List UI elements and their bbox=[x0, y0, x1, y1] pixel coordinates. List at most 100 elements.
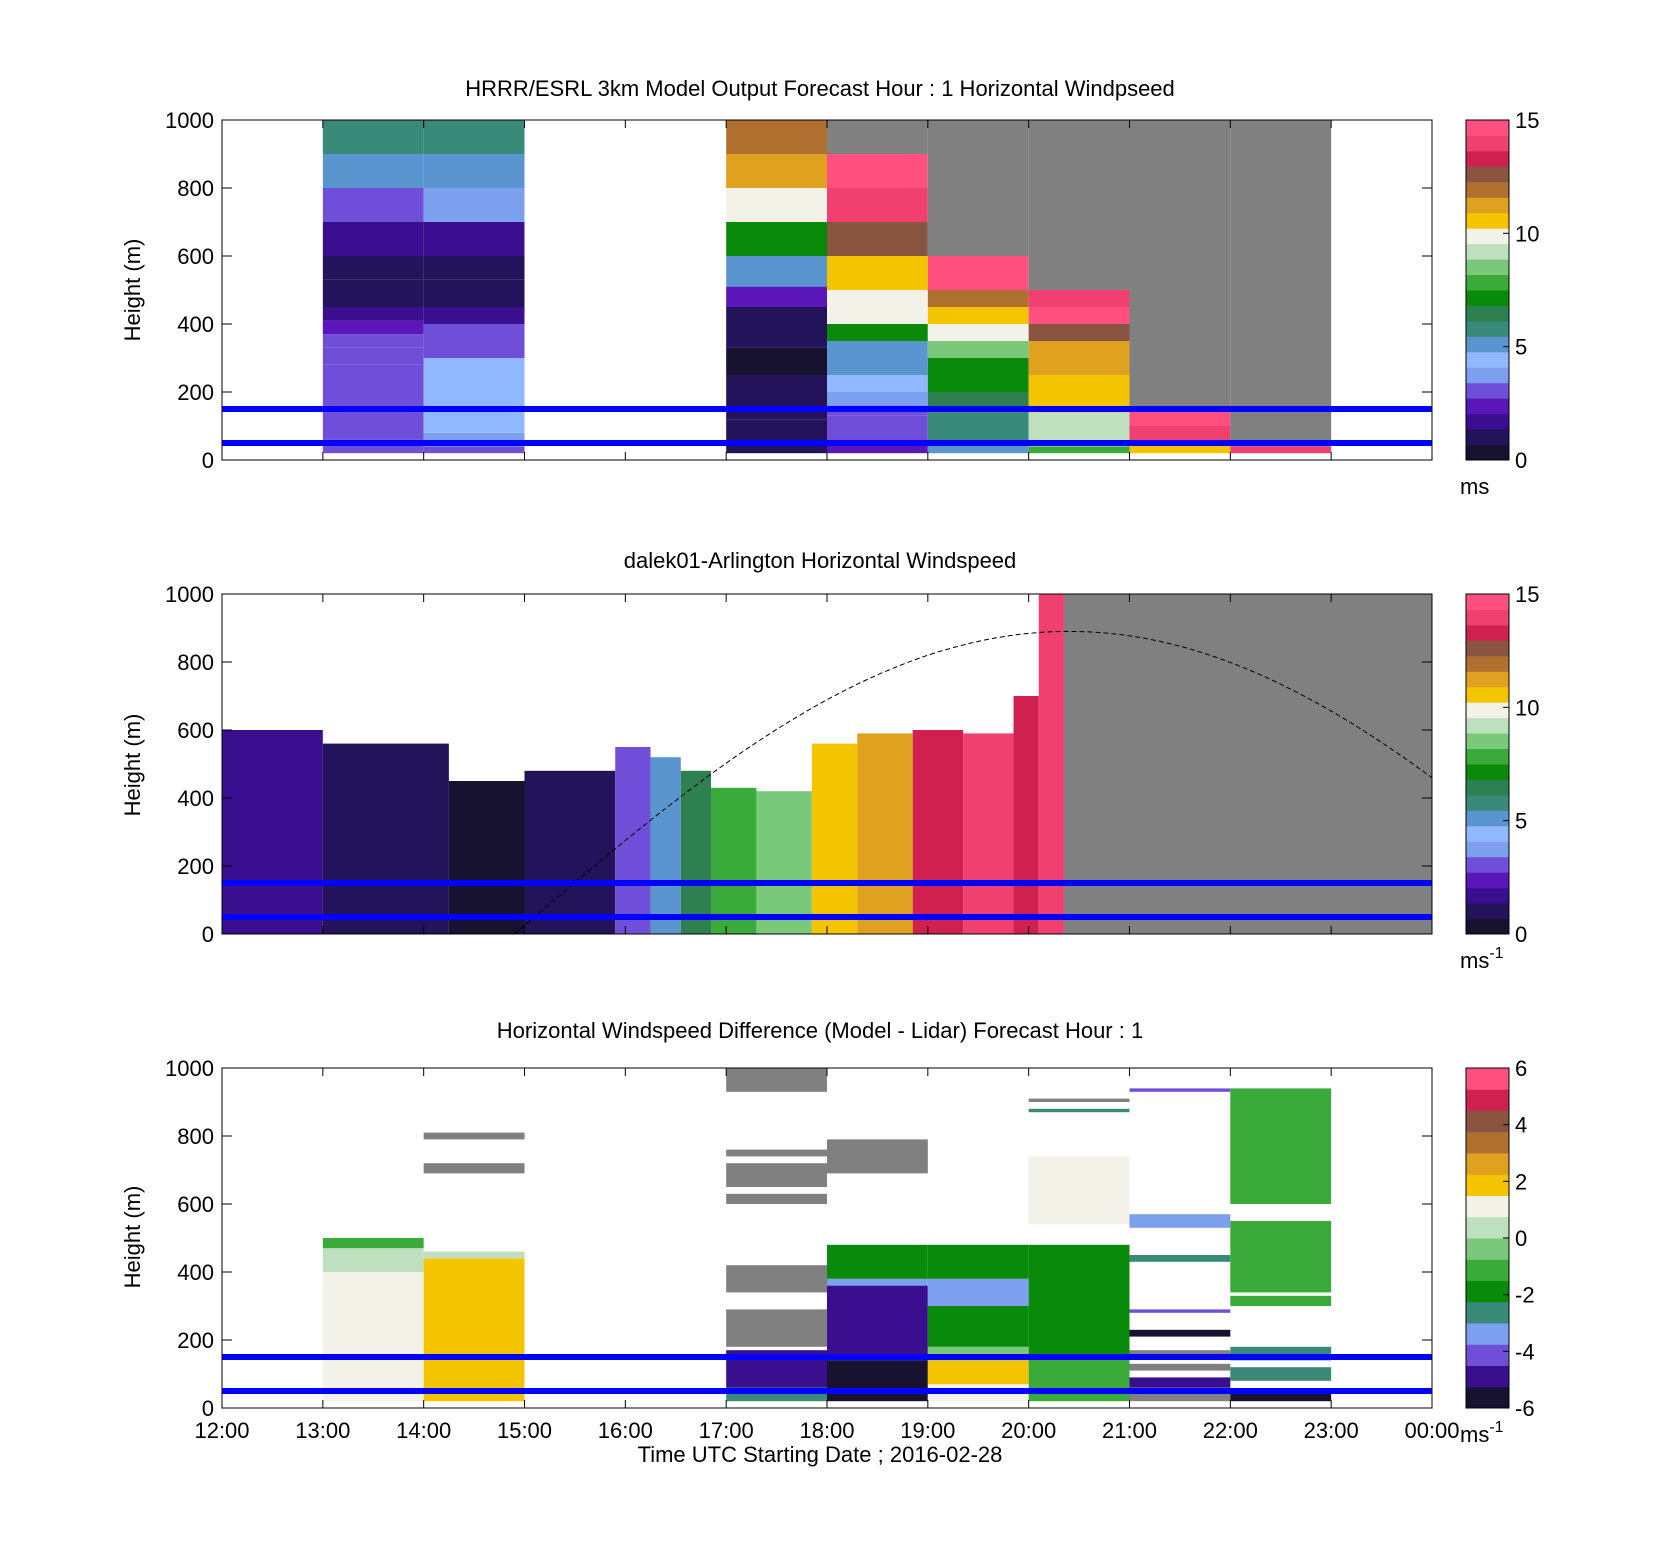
heatmap-cell bbox=[1028, 120, 1130, 290]
colorbar-swatch bbox=[1466, 259, 1509, 276]
heatmap-cell bbox=[423, 324, 525, 341]
y-tick-label: 800 bbox=[177, 176, 214, 201]
heatmap-cell bbox=[322, 1238, 424, 1249]
colorbar-swatch bbox=[1466, 1301, 1509, 1324]
missing-region bbox=[1063, 594, 1432, 934]
y-tick-label: 200 bbox=[177, 1328, 214, 1353]
colorbar-swatch bbox=[1466, 320, 1509, 337]
x-tick-label: 22:00 bbox=[1203, 1418, 1258, 1443]
colorbar-swatch bbox=[1466, 135, 1509, 152]
heatmap-cell bbox=[827, 1244, 928, 1279]
heatmap-cell bbox=[827, 375, 928, 392]
heatmap-cell bbox=[827, 341, 928, 358]
heatmap-cell bbox=[711, 787, 757, 934]
colorbar-swatch bbox=[1466, 794, 1509, 811]
heatmap-cell bbox=[423, 120, 525, 154]
colorbar-tick-label: -6 bbox=[1515, 1396, 1535, 1421]
y-tick-label: 0 bbox=[202, 448, 214, 473]
chart-title: Horizontal Windspeed Difference (Model -… bbox=[497, 1018, 1143, 1043]
chart-title: HRRR/ESRL 3km Model Output Forecast Hour… bbox=[465, 76, 1175, 101]
heatmap-cell bbox=[726, 375, 827, 420]
heatmap-cell bbox=[423, 256, 525, 280]
y-tick-label: 1000 bbox=[165, 108, 214, 133]
colorbar-unit: ms bbox=[1460, 474, 1489, 499]
colorbar: -6 -4 -2 0 2 4 6 ms-1 bbox=[1460, 1056, 1535, 1447]
colorbar-tick-label: 0 bbox=[1515, 922, 1527, 947]
heatmap-cell bbox=[1129, 1255, 1231, 1262]
colorbar-swatch bbox=[1466, 779, 1509, 796]
heatmap-cell bbox=[827, 290, 928, 307]
colorbar-swatch bbox=[1466, 1131, 1509, 1154]
heatmap-cell bbox=[827, 1278, 928, 1286]
heatmap-cell bbox=[322, 426, 424, 440]
colorbar-swatch bbox=[1466, 640, 1509, 657]
x-tick-label: 00:00 bbox=[1404, 1418, 1459, 1443]
heatmap-cell bbox=[1230, 1367, 1332, 1381]
colorbar-swatch bbox=[1466, 228, 1509, 245]
heatmap-cell bbox=[322, 256, 424, 280]
colorbar-swatch bbox=[1466, 655, 1509, 672]
heatmap-cell bbox=[811, 743, 858, 934]
heatmap-cell bbox=[827, 415, 928, 440]
colorbar-swatch bbox=[1466, 1174, 1509, 1196]
colorbar-unit-exponent: -1 bbox=[1489, 945, 1503, 962]
colorbar-swatch bbox=[1466, 1110, 1509, 1133]
heatmap-cell bbox=[322, 320, 424, 335]
colorbar-swatch bbox=[1466, 872, 1509, 889]
colorbar-swatch bbox=[1466, 120, 1509, 136]
heatmap-cell bbox=[1013, 696, 1039, 934]
colorbar-unit: ms-1 bbox=[1460, 945, 1504, 973]
colorbar-swatch bbox=[1466, 903, 1509, 920]
heatmap-cell bbox=[322, 743, 449, 934]
heatmap-cell bbox=[726, 419, 827, 454]
heatmap-cell bbox=[927, 307, 1029, 324]
x-axis-label: Time UTC Starting Date ; 2016-02-28 bbox=[638, 1442, 1003, 1467]
heatmap-cell bbox=[827, 324, 928, 341]
colorbar-swatch bbox=[1466, 1259, 1509, 1281]
heatmap-cell bbox=[322, 334, 424, 348]
heatmap-cell bbox=[927, 1244, 1029, 1279]
y-tick-label: 600 bbox=[177, 718, 214, 743]
heatmap-cell bbox=[650, 757, 681, 934]
heatmap-cell bbox=[1028, 290, 1130, 307]
heatmap-cell bbox=[1230, 1221, 1332, 1293]
colorbar-frame bbox=[1465, 119, 1510, 461]
colorbar-tick-label: 2 bbox=[1515, 1169, 1527, 1194]
heatmap-cell bbox=[756, 791, 812, 934]
colorbar-swatch bbox=[1466, 1216, 1509, 1239]
colorbar-tick-label: 5 bbox=[1515, 809, 1527, 834]
colorbar-swatch bbox=[1466, 181, 1509, 198]
colorbar-swatch bbox=[1466, 609, 1509, 626]
heatmap-cell bbox=[927, 324, 1029, 341]
colorbar-swatch bbox=[1466, 398, 1509, 415]
colorbar-unit-exponent: -1 bbox=[1489, 1419, 1503, 1436]
heatmap-cell bbox=[1230, 120, 1332, 447]
colorbar-swatch bbox=[1466, 243, 1509, 260]
colorbar-swatch bbox=[1466, 825, 1509, 842]
colorbar-swatch bbox=[1466, 1280, 1509, 1303]
heatmap-cell bbox=[726, 120, 827, 154]
heatmap-cell bbox=[827, 358, 928, 375]
heatmap-cell bbox=[1129, 1309, 1231, 1313]
sun-elevation-curve bbox=[514, 630, 1433, 935]
heatmap-cell bbox=[827, 1360, 928, 1402]
heatmap-cell bbox=[1129, 1329, 1231, 1337]
heatmap-cell bbox=[615, 747, 651, 934]
heatmap-cell bbox=[1129, 120, 1231, 409]
heatmap-cell bbox=[1038, 594, 1064, 934]
heatmap-cell bbox=[927, 341, 1029, 358]
colorbar-swatch bbox=[1466, 1153, 1509, 1175]
heatmap-cell bbox=[1230, 446, 1332, 454]
heatmap-cell bbox=[1230, 1088, 1332, 1204]
colorbar-swatch bbox=[1466, 336, 1509, 353]
y-tick-label: 200 bbox=[177, 854, 214, 879]
colorbar-tick-label: 10 bbox=[1515, 695, 1539, 720]
heatmap-cell bbox=[1028, 1244, 1130, 1357]
colorbar-swatch bbox=[1466, 856, 1509, 873]
heatmap-cell bbox=[1129, 1088, 1231, 1092]
heatmap-cell bbox=[827, 154, 928, 188]
heatmap-cell bbox=[827, 188, 928, 222]
colorbar: 0 5 10 15 ms-1 bbox=[1460, 582, 1539, 973]
colorbar-tick-label: 10 bbox=[1515, 221, 1539, 246]
y-axis-label: Height (m) bbox=[120, 1186, 145, 1289]
